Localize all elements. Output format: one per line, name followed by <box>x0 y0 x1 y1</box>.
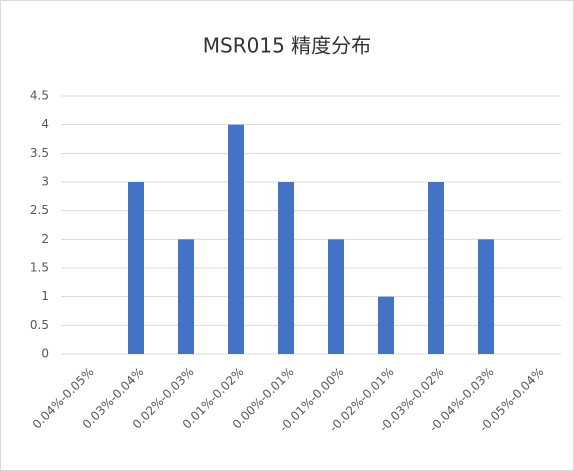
y-tick-label: 2 <box>41 232 49 246</box>
y-tick-label: 4.5 <box>30 89 49 103</box>
y-tick-label: 0.5 <box>30 318 49 332</box>
chart-title: MSR015 精度分布 <box>203 34 371 58</box>
y-tick-label: 1.5 <box>30 261 49 275</box>
y-tick-label: 3.5 <box>30 146 49 160</box>
bar <box>428 182 444 354</box>
bar <box>328 239 344 354</box>
y-tick-label: 1 <box>41 289 49 303</box>
bar <box>178 239 194 354</box>
bar <box>128 182 144 354</box>
y-tick-label: 4 <box>41 117 49 131</box>
bar <box>378 296 394 354</box>
bar <box>278 182 294 354</box>
y-tick-label: 2.5 <box>30 203 49 217</box>
bar <box>478 239 494 354</box>
y-tick-label: 3 <box>41 175 49 189</box>
bar <box>228 124 244 355</box>
y-tick-label: 0 <box>41 347 49 361</box>
